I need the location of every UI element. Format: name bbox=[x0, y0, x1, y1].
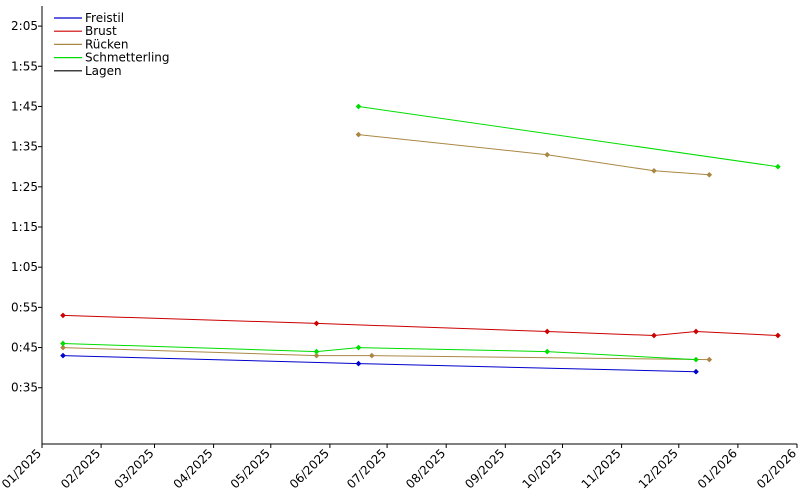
y-tick-label: 1:05 bbox=[11, 260, 38, 274]
y-tick-label: 0:35 bbox=[11, 381, 38, 395]
data-point bbox=[313, 320, 320, 327]
data-point bbox=[706, 356, 713, 363]
data-point bbox=[651, 167, 657, 174]
data-point bbox=[368, 352, 375, 359]
data-point bbox=[693, 356, 699, 363]
series-line bbox=[62, 343, 697, 361]
data-point bbox=[355, 131, 362, 138]
data-point bbox=[313, 348, 320, 355]
plot-area bbox=[60, 103, 781, 375]
x-tick-label: 03/2025 bbox=[111, 446, 156, 491]
data-point bbox=[60, 352, 66, 359]
x-tick-label: 07/2025 bbox=[344, 446, 389, 491]
series-line bbox=[358, 134, 710, 176]
x-tick-label: 08/2025 bbox=[403, 446, 448, 491]
data-point bbox=[60, 312, 66, 319]
x-tick-label: 10/2025 bbox=[519, 446, 564, 491]
legend-label: Rücken bbox=[85, 37, 129, 51]
series-2 bbox=[60, 312, 781, 339]
data-point bbox=[775, 332, 781, 339]
data-point bbox=[544, 348, 551, 355]
data-point bbox=[775, 163, 781, 170]
y-tick-label: 1:45 bbox=[11, 99, 38, 113]
x-tick-label: 12/2025 bbox=[636, 446, 681, 491]
data-point bbox=[355, 103, 362, 110]
series-5 bbox=[355, 131, 713, 178]
legend-label: Brust bbox=[85, 24, 117, 38]
y-tick-label: 1:55 bbox=[11, 59, 38, 73]
data-point bbox=[544, 328, 551, 335]
series-line bbox=[62, 347, 710, 361]
y-tick-label: 2:05 bbox=[11, 19, 38, 33]
data-point bbox=[544, 151, 551, 158]
series-0 bbox=[60, 352, 699, 375]
legend-label: Freistil bbox=[85, 11, 124, 25]
legend-item: Freistil bbox=[54, 11, 124, 25]
series-6 bbox=[60, 340, 699, 363]
legend-label: Lagen bbox=[85, 64, 122, 78]
series-line bbox=[62, 314, 778, 337]
x-tick-label: 06/2025 bbox=[287, 446, 332, 491]
y-tick-label: 1:35 bbox=[11, 140, 38, 154]
x-tick-label: 05/2025 bbox=[228, 446, 273, 491]
x-tick-label: 04/2025 bbox=[171, 446, 216, 491]
data-point bbox=[651, 332, 657, 339]
legend-label: Schmetterling bbox=[85, 51, 170, 65]
data-point bbox=[313, 352, 320, 359]
series-line bbox=[358, 106, 778, 168]
x-tick-label: 02/2025 bbox=[58, 446, 103, 491]
data-point bbox=[706, 171, 713, 178]
data-point bbox=[60, 340, 66, 347]
data-point bbox=[355, 360, 362, 367]
data-point bbox=[355, 344, 362, 351]
x-tick-label: 01/2026 bbox=[695, 446, 740, 491]
series-3 bbox=[60, 344, 713, 363]
x-tick-label: 11/2025 bbox=[579, 446, 624, 491]
legend-item: Brust bbox=[54, 24, 117, 38]
legend-item: Schmetterling bbox=[54, 51, 170, 65]
data-point bbox=[693, 368, 699, 375]
legend-item: Rücken bbox=[54, 37, 129, 51]
y-tick-label: 1:15 bbox=[11, 220, 38, 234]
x-tick-label: 02/2026 bbox=[754, 446, 799, 491]
legend-item: Lagen bbox=[54, 64, 122, 78]
y-tick-label: 0:55 bbox=[11, 300, 38, 314]
x-tick-label: 09/2025 bbox=[462, 446, 507, 491]
y-tick-label: 1:25 bbox=[11, 180, 38, 194]
data-point bbox=[693, 328, 699, 335]
y-tick-label: 0:45 bbox=[11, 341, 38, 355]
series-7 bbox=[355, 103, 781, 170]
x-tick-label: 01/2025 bbox=[0, 446, 44, 491]
